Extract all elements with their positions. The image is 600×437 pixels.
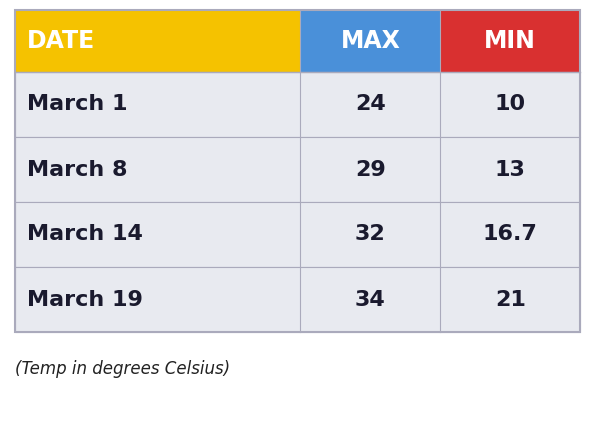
Text: 21: 21 [495, 289, 526, 309]
FancyBboxPatch shape [440, 10, 580, 72]
Text: 29: 29 [355, 160, 386, 180]
Text: 13: 13 [495, 160, 526, 180]
Text: 34: 34 [355, 289, 386, 309]
Text: March 19: March 19 [27, 289, 143, 309]
FancyBboxPatch shape [15, 10, 301, 72]
FancyBboxPatch shape [15, 202, 580, 267]
Text: MAX: MAX [340, 29, 400, 53]
FancyBboxPatch shape [15, 72, 580, 137]
Text: (Temp in degrees Celsius): (Temp in degrees Celsius) [15, 360, 230, 378]
FancyBboxPatch shape [15, 267, 580, 332]
Text: March 14: March 14 [27, 225, 143, 244]
Text: 24: 24 [355, 94, 386, 114]
FancyBboxPatch shape [301, 10, 440, 72]
Text: March 1: March 1 [27, 94, 128, 114]
Text: DATE: DATE [27, 29, 95, 53]
Text: MIN: MIN [484, 29, 536, 53]
Text: March 8: March 8 [27, 160, 128, 180]
Text: 16.7: 16.7 [483, 225, 538, 244]
Text: 10: 10 [494, 94, 526, 114]
FancyBboxPatch shape [15, 137, 580, 202]
Text: 32: 32 [355, 225, 386, 244]
